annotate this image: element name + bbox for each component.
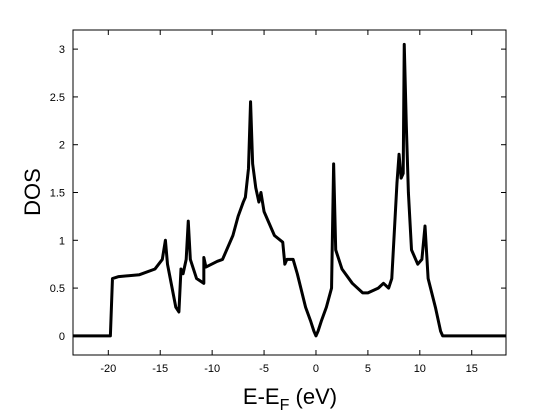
x-axis-label: E-EF (eV) xyxy=(243,384,337,414)
y-tick-label: 1.5 xyxy=(50,188,65,200)
y-axis-label: DOS xyxy=(20,168,45,216)
y-tick-label: 0 xyxy=(59,331,65,343)
x-tick-label: -5 xyxy=(259,363,269,375)
x-tick-label: -20 xyxy=(100,363,116,375)
y-tick-label: 1 xyxy=(59,235,65,247)
x-tick-label: 0 xyxy=(313,363,319,375)
y-tick-label: 3 xyxy=(59,44,65,56)
x-tick-label: -15 xyxy=(152,363,168,375)
y-tick-label: 0.5 xyxy=(50,283,65,295)
dos-line xyxy=(73,42,506,338)
x-tick-label: 5 xyxy=(365,363,371,375)
x-label-rest: (eV) xyxy=(289,384,337,409)
y-tick-label: 2 xyxy=(59,140,65,152)
x-label-sub: F xyxy=(280,397,290,414)
y-tick-label: 2.5 xyxy=(50,92,65,104)
x-tick-label: -10 xyxy=(204,363,220,375)
x-label-main: E-E xyxy=(243,384,280,409)
plot-frame xyxy=(72,29,507,356)
x-tick-label: 10 xyxy=(414,363,426,375)
x-tick-label: 15 xyxy=(466,363,478,375)
